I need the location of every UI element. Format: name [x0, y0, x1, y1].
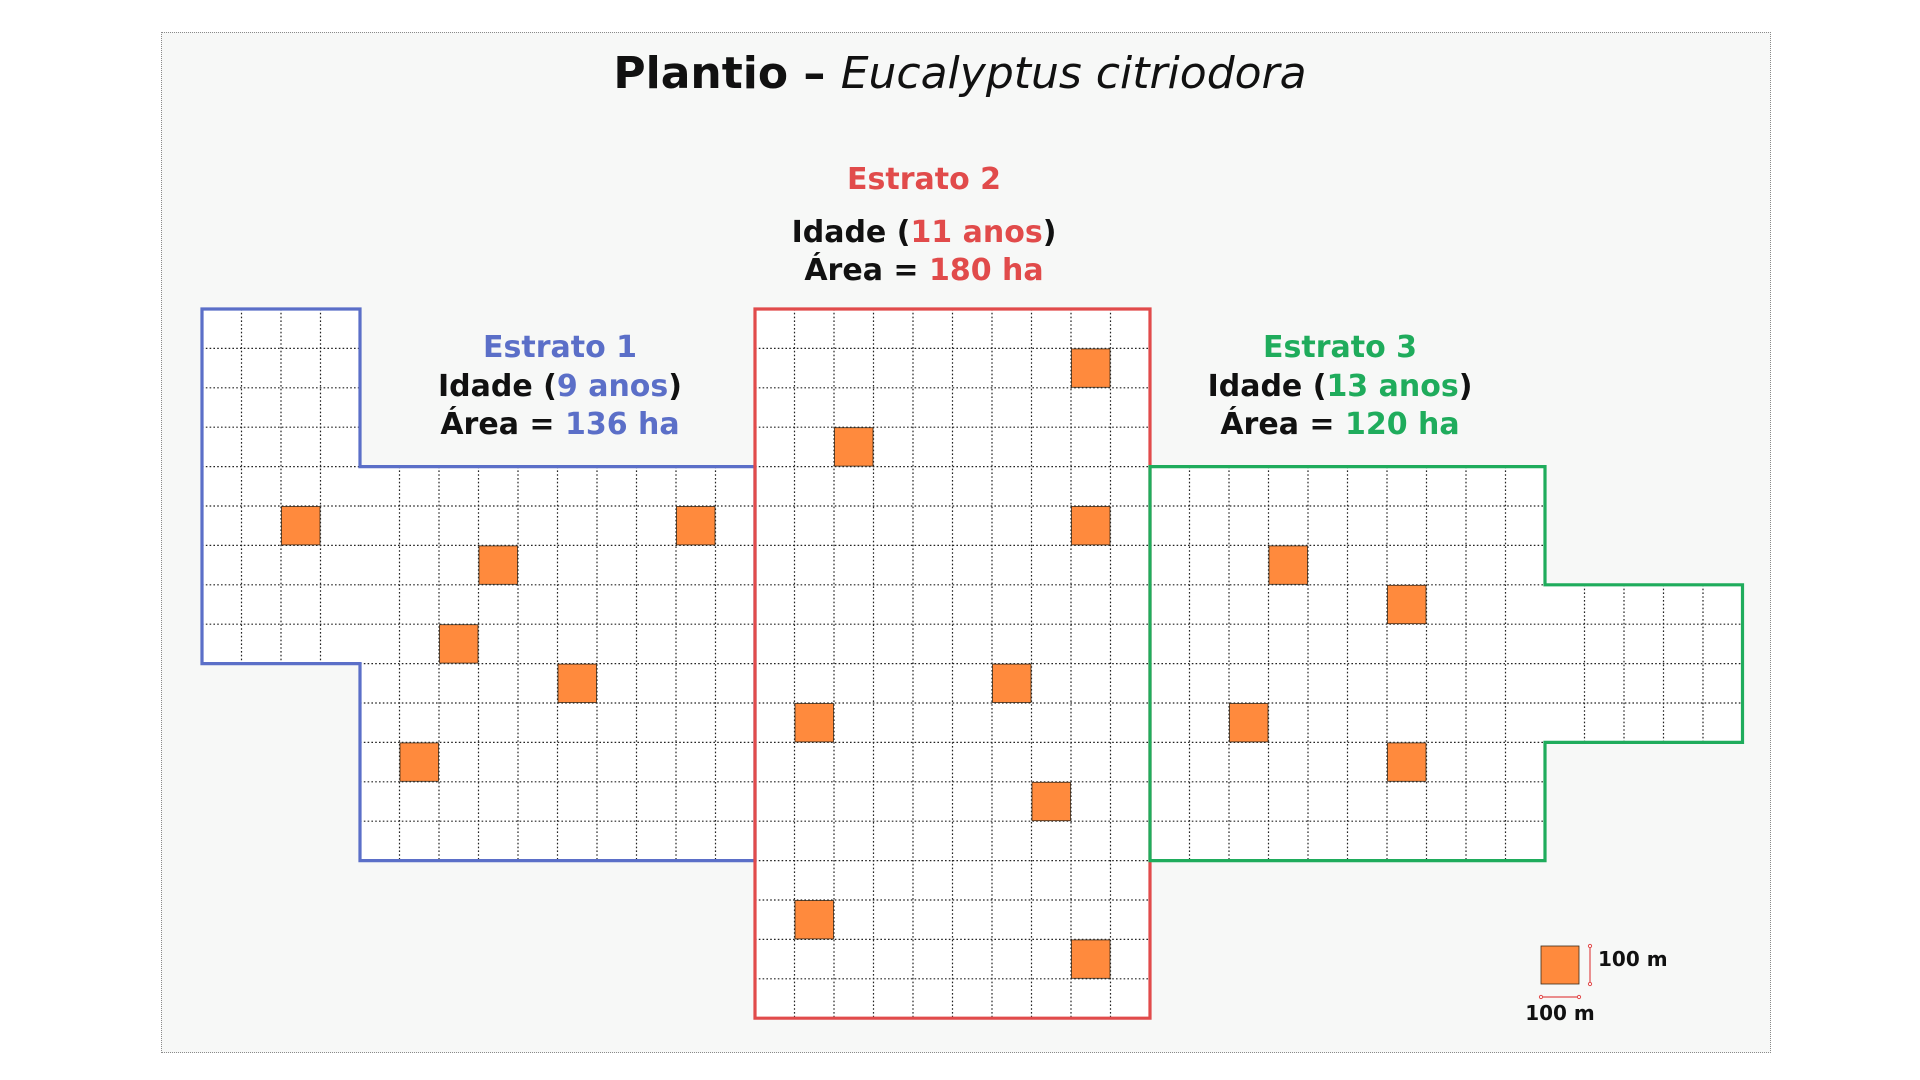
estrato-1-age: Idade (9 anos)	[410, 368, 710, 406]
estrato-2-area-label: Área =	[804, 253, 929, 288]
estrato-3-age-value: 13 anos	[1326, 369, 1459, 404]
estrato-2-age-close: )	[1042, 215, 1057, 250]
estrato-3-age: Idade (13 anos)	[1190, 368, 1490, 406]
grid-estrato2	[755, 309, 1150, 1019]
outline-layer	[200, 307, 1745, 1020]
estrato-1-area-value: 136 ha	[564, 407, 680, 442]
estrato-3-area: Área = 120 ha	[1190, 406, 1490, 444]
sample-plot-16	[1387, 584, 1427, 625]
estrato-3-label: Estrato 3 Idade (13 anos) Área = 120 ha	[1190, 328, 1490, 444]
sample-plot-3	[676, 506, 716, 546]
grid-layer	[202, 309, 1743, 1019]
sample-plot-4	[439, 624, 479, 664]
sample-plot-15	[1268, 545, 1308, 585]
title-prefix: Plantio –	[613, 48, 826, 99]
sample-plot-1	[281, 506, 321, 546]
scale-legend: 100 m 100 m	[1525, 943, 1668, 1025]
estrato-2-age-value: 11 anos	[910, 215, 1043, 250]
estrato-3-age-close: )	[1458, 369, 1473, 404]
estrato-2-age: Idade (11 anos)	[774, 214, 1074, 252]
estrato-3-name: Estrato 3	[1263, 330, 1417, 365]
sample-plot-10	[992, 663, 1032, 703]
estrato-3-age-label: Idade (	[1207, 369, 1327, 404]
sample-plot-8	[834, 427, 874, 467]
grid-estrato3	[1150, 466, 1743, 861]
sample-plot-7	[1071, 348, 1111, 388]
grid-fill-estrato1-0	[202, 309, 360, 664]
estrato-1-age-label: Idade (	[438, 369, 557, 404]
scale-width-label: 100 m	[1525, 1001, 1595, 1025]
scale-height-end-bottom	[1587, 981, 1593, 987]
diagram-title: Plantio – Eucalyptus citriodora	[0, 48, 1920, 99]
sample-plot-5	[557, 663, 597, 703]
sample-plot-6	[399, 742, 439, 782]
estrato-2-area: Área = 180 ha	[774, 252, 1074, 290]
estrato2-boundary	[753, 307, 1152, 1020]
estrato-1-area: Área = 136 ha	[410, 406, 710, 444]
scale-width-end-left	[1538, 994, 1544, 1000]
estrato-1-age-value: 9 anos	[556, 369, 669, 404]
estrato-2-label: Estrato 2 Idade (11 anos) Área = 180 ha	[774, 160, 1074, 290]
sample-plot-12	[1031, 781, 1071, 822]
sample-plot-2	[478, 545, 518, 585]
estrato-3-area-value: 120 ha	[1344, 407, 1460, 442]
estrato3-boundary	[1148, 465, 1745, 863]
scale-height-label: 100 m	[1598, 947, 1668, 971]
estrato-1-age-close: )	[668, 369, 682, 404]
scale-width-end-right	[1576, 994, 1582, 1000]
sample-plot-17	[1229, 703, 1269, 743]
sample-plot-18	[1387, 742, 1427, 782]
estrato-2-age-label: Idade (	[791, 215, 911, 250]
sample-plot-14	[1071, 939, 1111, 979]
scale-sample-plot	[1540, 945, 1580, 985]
estrato-1-area-label: Área =	[440, 407, 565, 442]
sample-plot-11	[794, 703, 834, 743]
estrato-3-area-label: Área =	[1220, 407, 1345, 442]
estrato-2-area-value: 180 ha	[928, 253, 1044, 288]
title-species: Eucalyptus citriodora	[840, 48, 1307, 99]
estrato-2-name: Estrato 2	[847, 162, 1001, 197]
sample-plots-layer	[281, 348, 1427, 979]
scale-height-end-top	[1587, 943, 1593, 949]
sample-plot-9	[1071, 506, 1111, 546]
estrato-1-label: Estrato 1 Idade (9 anos) Área = 136 ha	[410, 328, 710, 444]
sample-plot-13	[794, 900, 834, 940]
estrato-1-name: Estrato 1	[483, 330, 637, 365]
